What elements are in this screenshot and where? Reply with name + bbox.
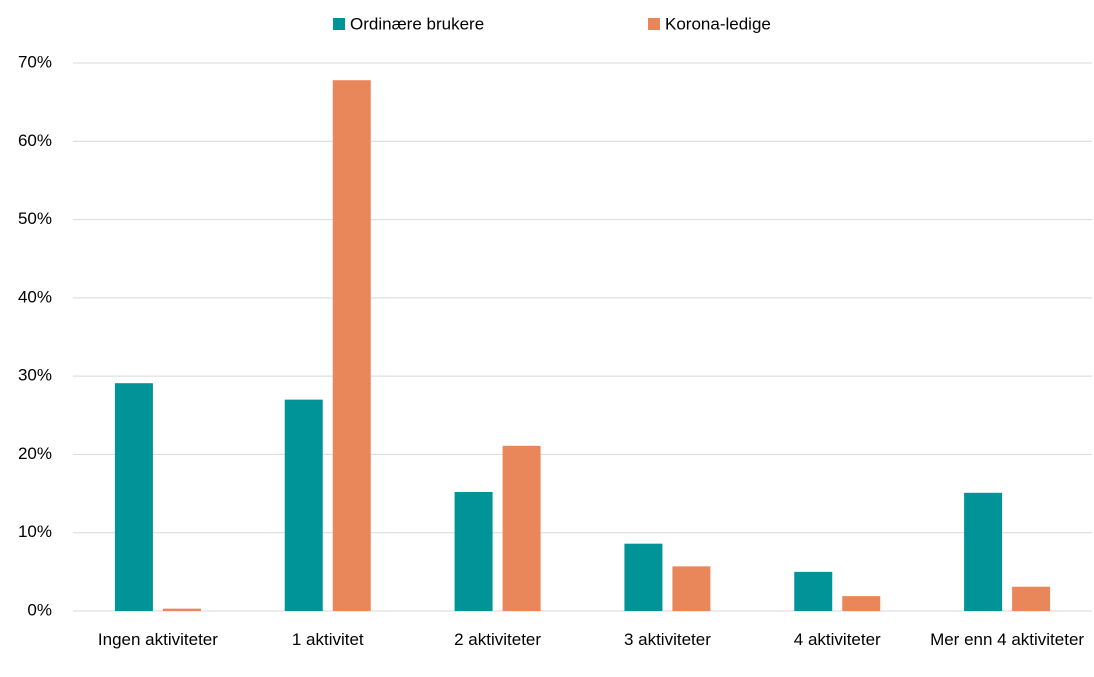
x-tick-label: 1 aktivitet xyxy=(291,630,364,649)
x-tick-label: 4 aktiviteter xyxy=(793,630,881,649)
bar xyxy=(964,492,1003,611)
legend-label: Ordinære brukere xyxy=(350,14,484,33)
bar xyxy=(284,399,323,611)
x-tick-label: Ingen aktiviteter xyxy=(97,630,218,649)
legend-swatch xyxy=(648,18,660,30)
bar xyxy=(332,80,371,612)
y-tick-label: 50% xyxy=(18,209,52,228)
bar xyxy=(162,608,201,611)
y-tick-label: 60% xyxy=(18,131,52,150)
bar xyxy=(502,445,541,611)
x-tick-label: 2 aktiviteter xyxy=(454,630,542,649)
legend-label: Korona-ledige xyxy=(665,14,771,33)
y-tick-label: 30% xyxy=(18,366,52,385)
y-tick-label: 20% xyxy=(18,444,52,463)
bar xyxy=(114,383,153,611)
y-tick-label: 70% xyxy=(18,52,52,71)
bar xyxy=(842,596,881,611)
y-tick-label: 40% xyxy=(18,287,52,306)
legend-swatch xyxy=(333,18,345,30)
bar xyxy=(672,566,711,611)
x-tick-label: 3 aktiviteter xyxy=(623,630,711,649)
y-tick-label: 0% xyxy=(27,600,52,619)
y-tick-label: 10% xyxy=(18,522,52,541)
bar xyxy=(794,571,833,611)
bar xyxy=(624,543,663,611)
bar xyxy=(454,492,493,611)
x-tick-label: Mer enn 4 aktiviteter xyxy=(930,630,1085,649)
bar xyxy=(1012,586,1051,611)
